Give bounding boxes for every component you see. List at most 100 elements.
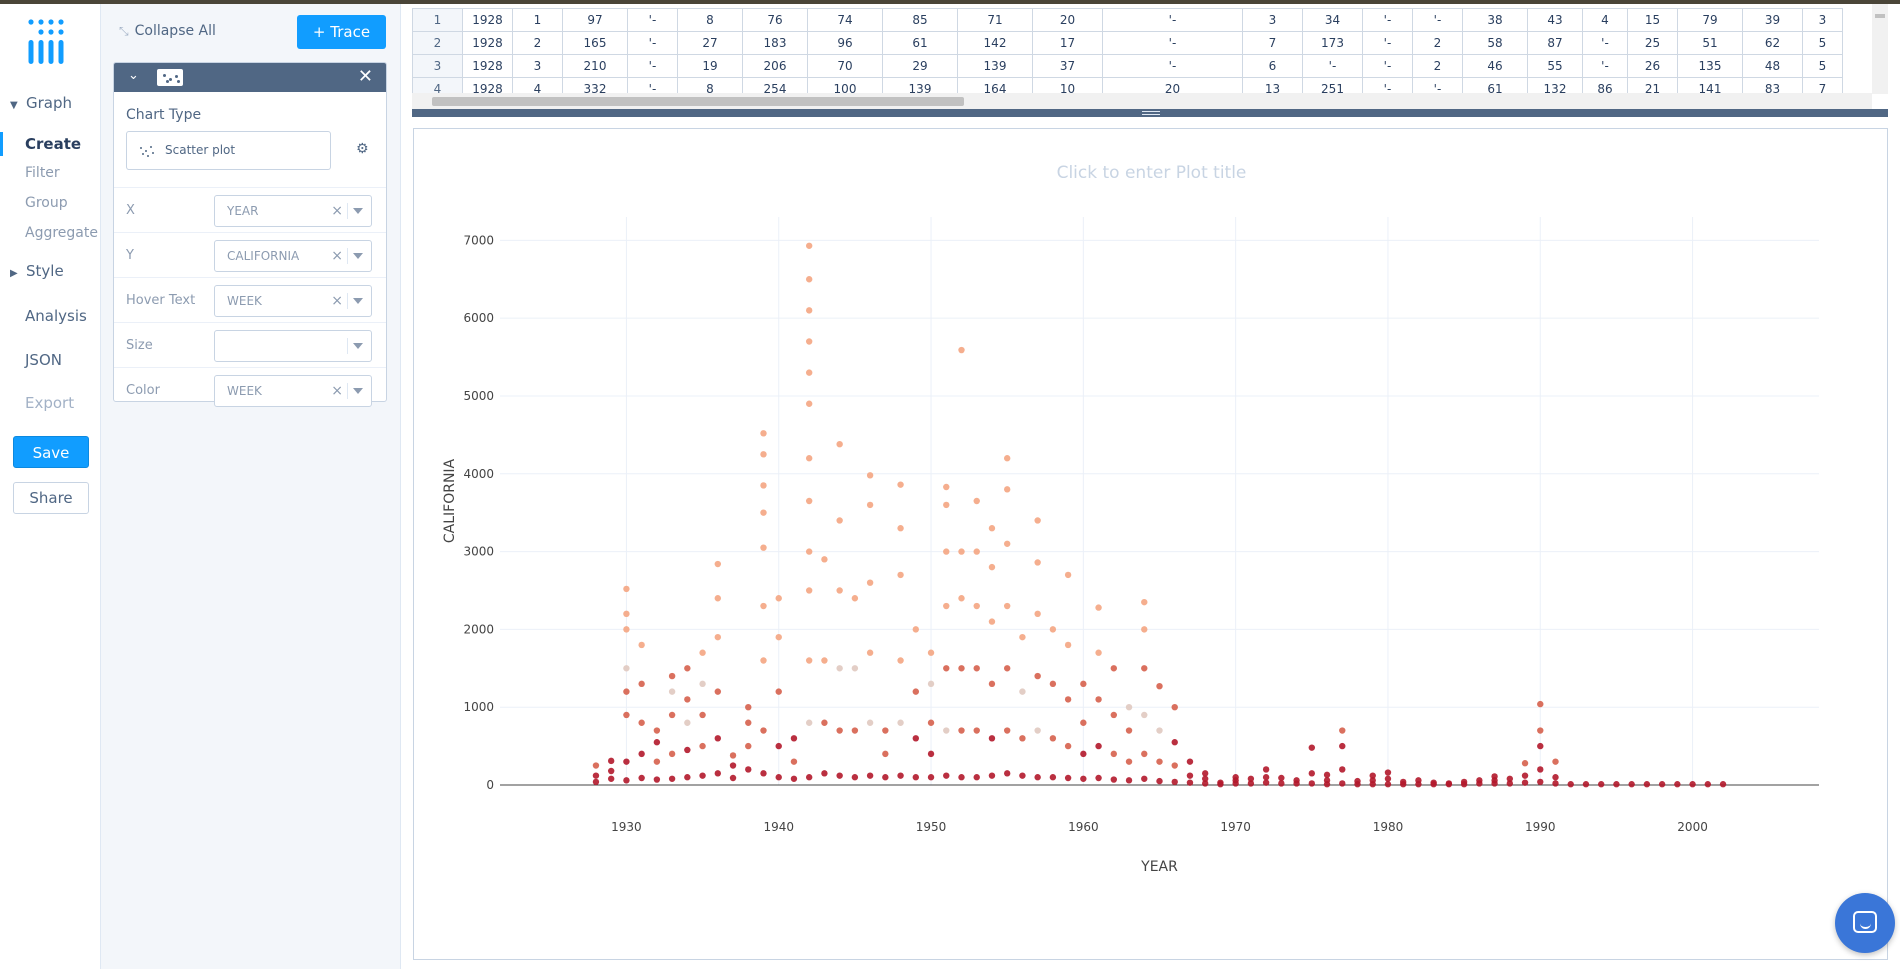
table-cell[interactable]: 3 — [1242, 8, 1303, 32]
table-cell[interactable]: 6 — [1242, 54, 1303, 78]
dropdown-arrow-icon[interactable] — [353, 298, 363, 304]
table-cell[interactable]: 20 — [1032, 8, 1103, 32]
table-cell[interactable]: 206 — [742, 54, 808, 78]
table-cell[interactable]: '- — [1362, 8, 1413, 32]
clear-icon[interactable]: × — [331, 203, 343, 219]
table-cell[interactable]: '- — [1362, 31, 1413, 55]
table-cell[interactable]: 15 — [1627, 8, 1678, 32]
table-cell[interactable]: 25 — [1627, 31, 1678, 55]
share-button[interactable]: Share — [13, 482, 89, 514]
dropdown-arrow-icon[interactable] — [353, 343, 363, 349]
add-trace-button[interactable]: + Trace — [297, 15, 386, 49]
dropdown-arrow-icon[interactable] — [353, 208, 363, 214]
table-cell[interactable]: 79 — [1677, 8, 1743, 32]
table-cell[interactable]: 173 — [1302, 31, 1363, 55]
close-icon[interactable]: ✕ — [357, 66, 373, 87]
table-cell[interactable]: 74 — [807, 8, 883, 32]
logo-icon[interactable] — [26, 18, 76, 66]
scrollbar-thumb[interactable] — [432, 97, 964, 106]
table-cell[interactable]: '- — [1102, 31, 1243, 55]
table-cell[interactable]: 29 — [882, 54, 958, 78]
clear-icon[interactable]: × — [331, 293, 343, 309]
table-cell[interactable]: 142 — [957, 31, 1033, 55]
table-cell[interactable]: '- — [1582, 31, 1628, 55]
nav-group[interactable]: Group — [25, 195, 68, 211]
table-cell[interactable]: 26 — [1627, 54, 1678, 78]
scrollbar-thumb[interactable] — [1875, 14, 1885, 18]
table-cell[interactable]: 1928 — [462, 54, 513, 78]
table-cell[interactable]: 27 — [677, 31, 743, 55]
table-cell[interactable]: 43 — [1527, 8, 1583, 32]
table-cell[interactable]: 1 — [512, 8, 563, 32]
color-select[interactable]: WEEK × — [214, 375, 372, 407]
table-cell[interactable]: '- — [1302, 54, 1363, 78]
table-cell[interactable]: 183 — [742, 31, 808, 55]
horizontal-scrollbar[interactable] — [412, 93, 1872, 109]
table-cell[interactable]: 87 — [1527, 31, 1583, 55]
table-cell[interactable]: 39 — [1742, 8, 1803, 32]
table-cell[interactable]: 97 — [562, 8, 628, 32]
nav-graph[interactable]: ▼ Graph — [0, 94, 101, 112]
clear-icon[interactable]: × — [331, 383, 343, 399]
plot-title-placeholder[interactable]: Click to enter Plot title — [1056, 163, 1247, 183]
table-cell[interactable]: 37 — [1032, 54, 1103, 78]
table-cell[interactable]: 51 — [1677, 31, 1743, 55]
table-cell[interactable]: 85 — [882, 8, 958, 32]
table-cell[interactable]: 135 — [1677, 54, 1743, 78]
dropdown-arrow-icon[interactable] — [353, 253, 363, 259]
nav-create[interactable]: Create — [25, 135, 82, 153]
table-cell[interactable]: 2 — [512, 31, 563, 55]
table-cell[interactable]: 34 — [1302, 8, 1363, 32]
save-button[interactable]: Save — [13, 436, 89, 468]
table-cell[interactable]: 5 — [1802, 54, 1843, 78]
table-cell[interactable]: 96 — [807, 31, 883, 55]
chart-type-select[interactable]: Scatter plot — [126, 131, 331, 170]
row-index-cell[interactable]: 3 — [412, 54, 463, 78]
table-cell[interactable]: 2 — [1412, 31, 1463, 55]
row-index-cell[interactable]: 1 — [412, 8, 463, 32]
table-cell[interactable]: 70 — [807, 54, 883, 78]
table-cell[interactable]: 3 — [1802, 8, 1843, 32]
nav-export[interactable]: Export — [25, 394, 75, 412]
clear-icon[interactable]: × — [331, 248, 343, 264]
dropdown-arrow-icon[interactable] — [353, 388, 363, 394]
table-cell[interactable]: 76 — [742, 8, 808, 32]
nav-json[interactable]: JSON — [25, 351, 62, 369]
collapse-all-button[interactable]: ⤡ Collapse All — [119, 23, 216, 39]
table-cell[interactable]: 3 — [512, 54, 563, 78]
table-cell[interactable]: 19 — [677, 54, 743, 78]
table-cell[interactable]: 71 — [957, 8, 1033, 32]
chevron-down-icon[interactable]: ⌄ — [128, 68, 139, 83]
nav-filter[interactable]: Filter — [25, 165, 60, 181]
table-cell[interactable]: 58 — [1462, 31, 1528, 55]
table-cell[interactable]: '- — [1362, 54, 1413, 78]
nav-aggregate[interactable]: Aggregate — [25, 225, 98, 241]
table-cell[interactable]: 48 — [1742, 54, 1803, 78]
y-select[interactable]: CALIFORNIA × — [214, 240, 372, 272]
table-cell[interactable]: '- — [1102, 54, 1243, 78]
table-cell[interactable]: '- — [1412, 8, 1463, 32]
table-cell[interactable]: 1928 — [462, 8, 513, 32]
table-cell[interactable]: 17 — [1032, 31, 1103, 55]
x-select[interactable]: YEAR × — [214, 195, 372, 227]
table-cell[interactable]: '- — [1582, 54, 1628, 78]
hover-text-select[interactable]: WEEK × — [214, 285, 372, 317]
size-select[interactable] — [214, 330, 372, 362]
resize-splitter[interactable] — [412, 109, 1888, 117]
table-cell[interactable]: '- — [1102, 8, 1243, 32]
table-cell[interactable]: 4 — [1582, 8, 1628, 32]
table-cell[interactable]: 55 — [1527, 54, 1583, 78]
vertical-scrollbar[interactable] — [1872, 4, 1888, 94]
trace-header[interactable]: ⌄ ✕ — [114, 63, 386, 92]
nav-style[interactable]: ▶ Style — [0, 262, 101, 280]
table-cell[interactable]: 139 — [957, 54, 1033, 78]
table-cell[interactable]: 46 — [1462, 54, 1528, 78]
table-cell[interactable]: 2 — [1412, 54, 1463, 78]
table-cell[interactable]: 165 — [562, 31, 628, 55]
gear-icon[interactable]: ⚙ — [356, 141, 369, 157]
table-cell[interactable]: 1928 — [462, 31, 513, 55]
table-cell[interactable]: 38 — [1462, 8, 1528, 32]
table-cell[interactable]: 7 — [1242, 31, 1303, 55]
table-cell[interactable]: 8 — [677, 8, 743, 32]
row-index-cell[interactable]: 2 — [412, 31, 463, 55]
